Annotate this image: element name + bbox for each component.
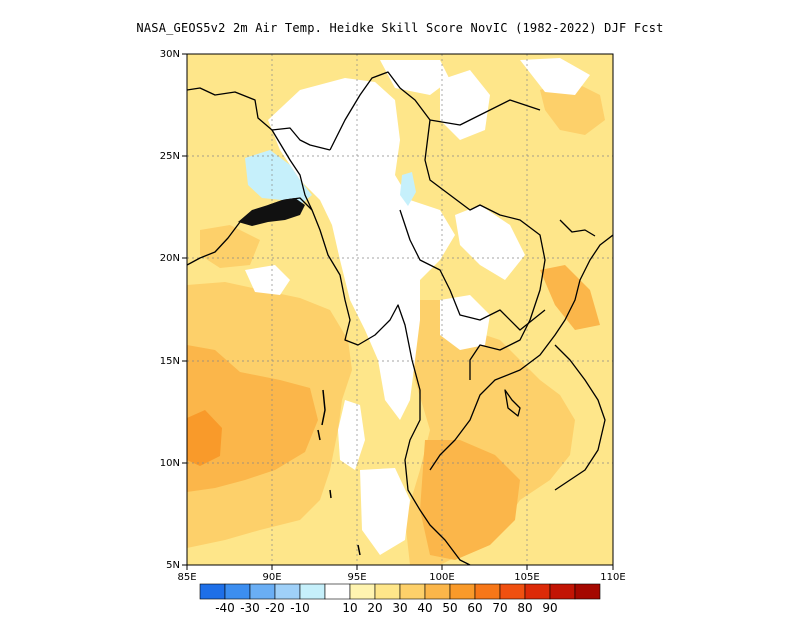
y-tick-label: 15N <box>160 356 180 367</box>
colorbar-swatch <box>549 583 576 600</box>
skill-low-northeast <box>520 58 590 95</box>
ganges-delta-coast <box>238 198 305 226</box>
colorbar-label: -10 <box>290 601 310 615</box>
colorbar-swatch <box>274 583 301 600</box>
skill-low-yunnan <box>440 70 490 140</box>
colorbar-label: 60 <box>467 601 482 615</box>
skill-low-thailand <box>440 295 490 350</box>
y-tick-label: 25N <box>160 151 180 162</box>
colorbar-label: -20 <box>265 601 285 615</box>
colorbar <box>199 583 601 600</box>
skill-low-north <box>380 60 450 95</box>
colorbar-swatch <box>449 583 476 600</box>
skill-40-50-gulf <box>420 440 520 560</box>
colorbar-swatch <box>499 583 526 600</box>
colorbar-label: 40 <box>417 601 432 615</box>
map-plot <box>187 54 613 565</box>
skill-40-50-laos <box>540 265 600 330</box>
colorbar-swatch <box>249 583 276 600</box>
colorbar-swatch <box>199 583 226 600</box>
colorbar-swatch <box>574 583 601 600</box>
y-tick-label: 30N <box>160 49 180 60</box>
colorbar-label: 20 <box>367 601 382 615</box>
grid-lines <box>187 54 613 565</box>
colorbar-swatch <box>324 583 351 600</box>
colorbar-labels: -40 -30 -20 -10 10 20 30 40 50 60 70 80 90 <box>215 601 557 615</box>
x-tick-label: 85E <box>177 572 196 583</box>
skill-low-isthmus <box>338 400 365 470</box>
skill-neg-bangladesh <box>245 150 312 205</box>
skill-50-60-west <box>187 410 222 466</box>
skill-low-west-stripe <box>245 265 290 295</box>
colorbar-swatch <box>349 583 376 600</box>
islands <box>317 389 361 556</box>
skill-low-laos <box>455 205 525 280</box>
colorbar-label: -30 <box>240 601 260 615</box>
skill-low-andaman <box>360 468 410 555</box>
x-tick-label: 105E <box>514 572 539 583</box>
map-frame <box>186 53 614 566</box>
colorbar-label: 70 <box>492 601 507 615</box>
colorbar-swatch <box>424 583 451 600</box>
colorbar-label: 10 <box>342 601 357 615</box>
x-tick-label: 110E <box>600 572 625 583</box>
colorbar-swatch <box>524 583 551 600</box>
colorbar-label: 80 <box>517 601 532 615</box>
colorbar-label: 50 <box>442 601 457 615</box>
map-title: NASA_GEOS5v2 2m Air Temp. Heidke Skill S… <box>136 21 664 35</box>
colorbar-swatch <box>474 583 501 600</box>
y-tick-label: 5N <box>166 560 180 571</box>
colorbar-label: 90 <box>542 601 557 615</box>
skill-30-40-dhaka <box>200 225 260 268</box>
skill-neg-myanmar <box>400 172 416 206</box>
y-tick-label: 10N <box>160 458 180 469</box>
colorbar-label: 30 <box>392 601 407 615</box>
skill-40-50-south-china <box>540 80 605 135</box>
x-tick-label: 90E <box>262 572 281 583</box>
x-tick-label: 95E <box>347 572 366 583</box>
colorbar-swatch <box>399 583 426 600</box>
skill-low-myanmar <box>268 78 455 420</box>
colorbar-label: -40 <box>215 601 235 615</box>
y-tick-label: 20N <box>160 253 180 264</box>
colorbar-swatch <box>299 583 326 600</box>
x-tick-label: 100E <box>429 572 454 583</box>
colorbar-swatch <box>224 583 251 600</box>
axis-ticks <box>182 53 614 570</box>
colorbar-swatch <box>374 583 401 600</box>
